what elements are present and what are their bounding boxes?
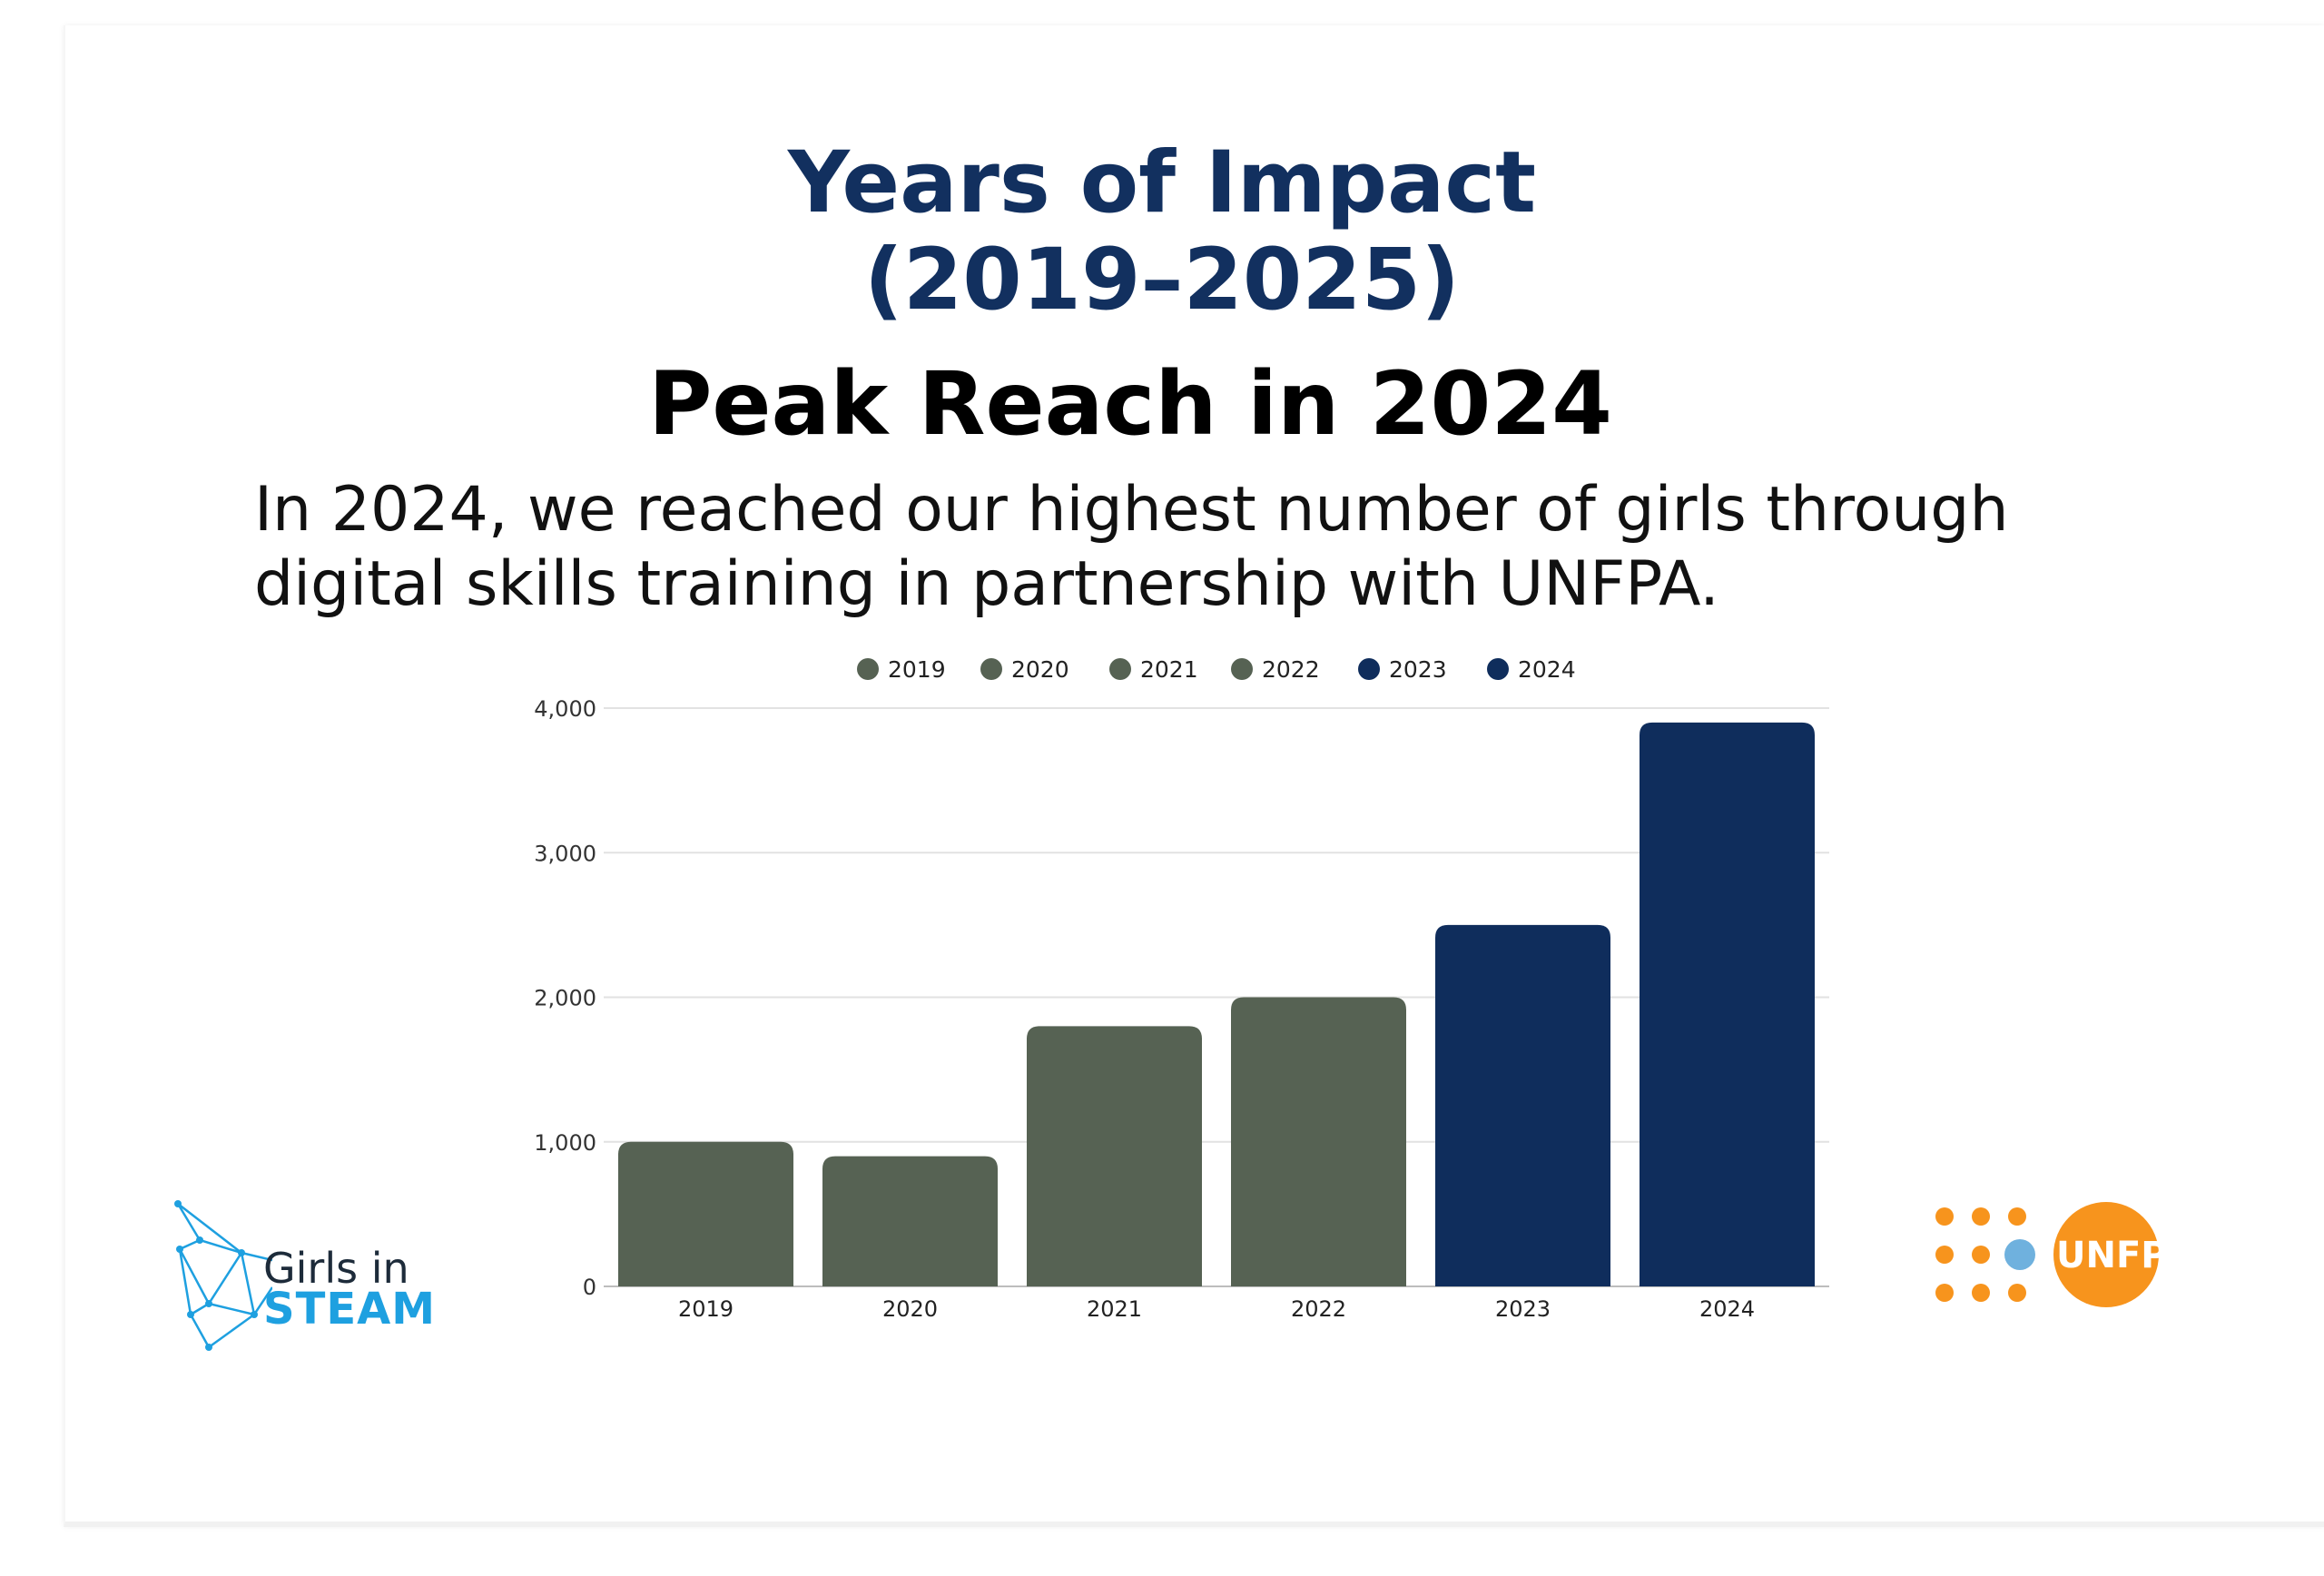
y-tick-label: 4,000 <box>534 696 596 722</box>
legend-label: 2024 <box>1518 656 1576 683</box>
y-tick-label: 1,000 <box>534 1130 596 1156</box>
x-tick-label: 2024 <box>1699 1296 1755 1322</box>
legend-marker-2023 <box>1358 658 1380 680</box>
legend-label: 2023 <box>1389 656 1447 683</box>
x-tick-label: 2020 <box>882 1296 938 1322</box>
page-title: Years of Impact <box>787 133 1537 232</box>
legend-marker-2019 <box>857 658 879 680</box>
legend-label: 2021 <box>1140 656 1198 683</box>
bar-2019 <box>618 1141 793 1286</box>
legend-marker-2020 <box>980 658 1002 680</box>
legend-marker-2022 <box>1231 658 1253 680</box>
bar-2024 <box>1640 722 1815 1286</box>
bar-2021 <box>1027 1026 1202 1286</box>
legend-label: 2022 <box>1262 656 1320 683</box>
logo-text-unfpa: UNFPA <box>2056 1235 2192 1276</box>
legend-label: 2019 <box>888 656 946 683</box>
legend-label: 2020 <box>1011 656 1069 683</box>
unfpa-logo: UNFPA <box>1929 1197 2192 1315</box>
page-subtitle: Peak Reach in 2024 <box>648 353 1612 455</box>
legend-marker-2024 <box>1487 658 1509 680</box>
y-tick-label: 0 <box>583 1275 596 1300</box>
y-tick-label: 2,000 <box>534 986 596 1011</box>
x-tick-label: 2022 <box>1291 1296 1346 1322</box>
y-tick-label: 3,000 <box>534 841 596 866</box>
logo-text-girls-in: Girls in <box>263 1244 409 1293</box>
bar-2020 <box>822 1156 998 1286</box>
x-tick-label: 2019 <box>678 1296 734 1322</box>
page-title-years: (2019–2025) <box>863 231 1461 330</box>
legend-marker-2021 <box>1109 658 1131 680</box>
description-line-1: In 2024, we reached our highest number o… <box>254 474 2009 546</box>
unfpa-dots-icon <box>1935 1202 2159 1307</box>
x-tick-label: 2023 <box>1495 1296 1551 1322</box>
bar-2023 <box>1435 924 1610 1286</box>
description-line-2: digital skills training in partnership w… <box>254 548 1719 620</box>
bar-2022 <box>1231 997 1406 1286</box>
network-icon <box>174 1200 272 1351</box>
girls-in-steam-logo: Girls in STEAM <box>172 1197 445 1351</box>
x-tick-label: 2021 <box>1087 1296 1142 1322</box>
logo-text-steam: STEAM <box>263 1284 437 1335</box>
